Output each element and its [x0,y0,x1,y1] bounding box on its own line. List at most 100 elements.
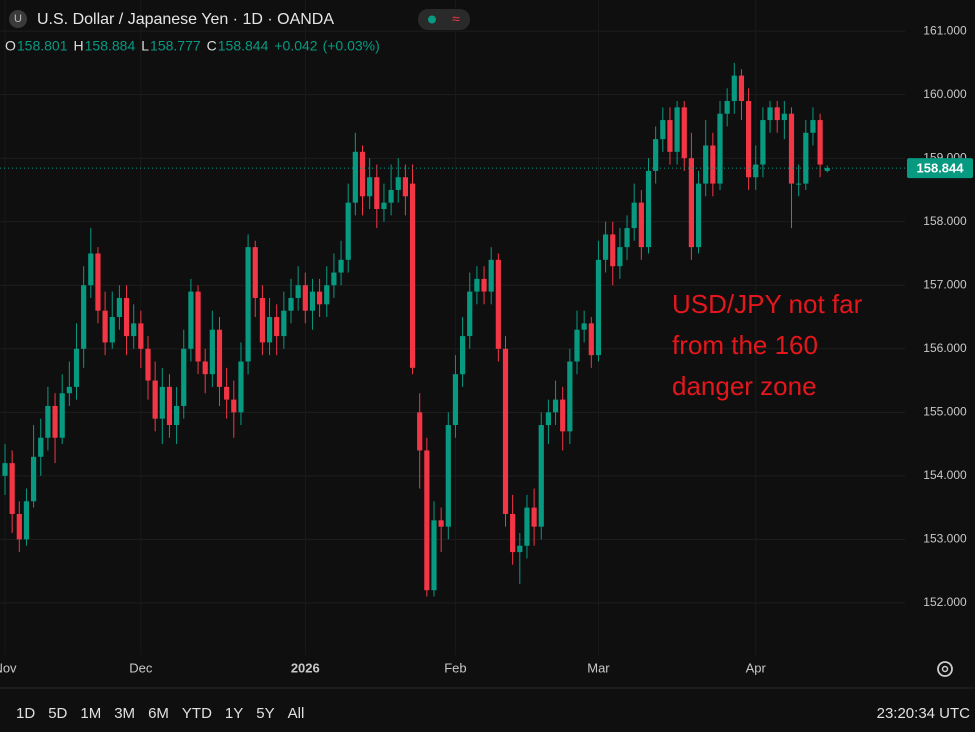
range-button[interactable]: 6M [148,705,169,722]
y-tick-label: 152.000 [923,595,967,609]
candle-body [445,425,451,527]
change-percent: (+0.03%) [323,38,380,54]
candle-body [367,177,373,197]
candle-body [560,399,566,432]
candle-body [345,202,351,260]
annotation: USD/JPY not far [672,289,863,319]
y-tick-label: 161.000 [923,23,967,37]
annotation: danger zone [672,371,817,401]
candle-body [395,177,401,190]
candle-body [431,520,437,591]
candle-body [760,120,766,165]
y-tick-label: 154.000 [923,468,967,482]
candle-body [259,297,265,343]
candle-body [238,361,244,413]
candle-body [231,399,237,413]
candle-body [381,202,387,210]
candle-body [574,329,580,362]
candle-body [123,297,130,337]
candle-body [488,259,494,292]
range-button[interactable]: 1D [16,705,35,722]
candle-body [638,202,644,248]
range-button[interactable]: 5Y [256,705,274,722]
annotation: from the 160 [672,330,818,360]
status-pill[interactable] [418,9,470,30]
candle-body [388,189,394,203]
candle-body [481,278,487,292]
candle-body [610,234,616,267]
candle-body [510,513,516,553]
candle-body [409,183,416,368]
candle-body [753,164,759,178]
candle-body [524,507,530,546]
candle-body [181,348,187,406]
change-value: +0.042 [274,38,317,54]
candle-body [660,120,666,140]
candle-body [352,151,358,203]
candle-body [374,177,380,210]
candle-body [16,513,22,540]
candle-body [424,450,430,591]
x-tick-label: 2026 [291,660,320,675]
candle-body [788,113,795,184]
candle-body [159,386,165,419]
candle-body [796,183,802,185]
candle-body [31,456,37,502]
y-tick-label: 155.000 [923,404,967,418]
candle-body [338,259,344,273]
candle-body [717,113,723,184]
ohlc-key: L [141,38,149,54]
x-tick-label: Feb [444,660,466,675]
candle-body [502,348,509,514]
candle-body [653,139,659,171]
candle-body [731,75,737,102]
candle-body [617,247,623,267]
candle-body [695,183,702,248]
candle-body [281,310,287,337]
candle-body [567,361,573,432]
candle-body [517,545,523,553]
candle-body [402,177,408,197]
candle-body [631,202,637,229]
candle-body [9,463,15,514]
range-button[interactable]: YTD [182,705,212,722]
candle-body [767,107,773,121]
candle-body [317,291,323,305]
ohlc-key: H [74,38,84,54]
candle-body [545,412,551,426]
candle-body [645,170,652,248]
candle-body [309,291,316,311]
candle-body [209,329,215,375]
range-button[interactable]: 1M [80,705,101,722]
range-button[interactable]: All [288,705,305,722]
candle-body [2,463,8,476]
candle-body [359,151,366,197]
candle-body [581,323,587,330]
candle-body [38,437,44,457]
candle-body [274,317,280,337]
range-button[interactable]: 3M [114,705,135,722]
settings-icon[interactable] [937,661,953,677]
ohlc-value: 158.844 [218,38,269,54]
candle-body [138,323,144,349]
y-tick-label: 158.000 [923,214,967,228]
candle-body [324,285,330,305]
candle-body [774,107,780,121]
candle-body [703,145,709,184]
candle-body [674,107,680,152]
symbol-icon [9,10,27,28]
candle-body [438,520,444,527]
last-price-tag [907,158,973,179]
y-tick-label: 156.000 [923,341,967,355]
y-tick-label: 160.000 [923,87,967,101]
candle-body [738,75,745,102]
candle-body [81,285,87,349]
range-button[interactable]: 5D [48,705,67,722]
ohlc-value: 158.884 [85,38,136,54]
candle-body [45,405,51,438]
candle-body [474,278,480,292]
candle-body [95,253,101,311]
range-button[interactable]: 1Y [225,705,243,722]
